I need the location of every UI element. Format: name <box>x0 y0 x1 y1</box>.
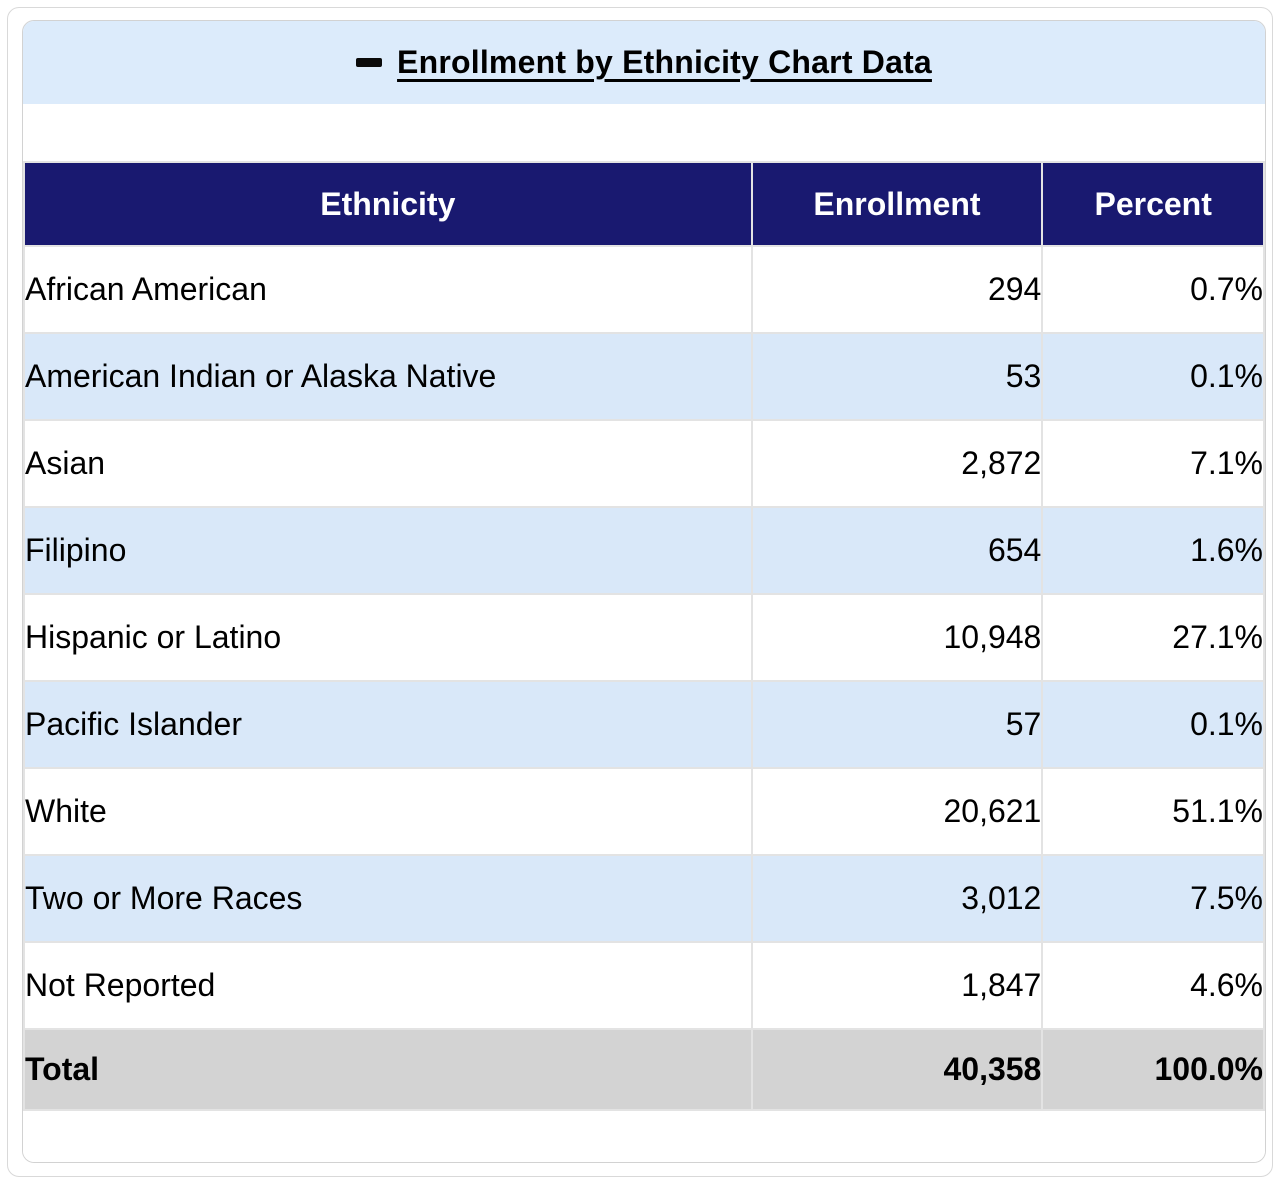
table-row-white: White 20,621 51.1% <box>25 769 1263 854</box>
enrollment-ethnicity-panel: Enrollment by Ethnicity Chart Data Ethni… <box>22 20 1266 1163</box>
table-total-row: Total 40,358 100.0% <box>25 1030 1263 1109</box>
column-header-enrollment: Enrollment <box>752 163 1042 245</box>
ethnicity-cell: American Indian or Alaska Native <box>25 334 751 419</box>
ethnicity-cell: African American <box>25 247 751 332</box>
enrollment-cell: 1,847 <box>752 943 1042 1028</box>
table-row-pacific-islander: Pacific Islander 57 0.1% <box>25 682 1263 767</box>
section-title: Enrollment by Ethnicity Chart Data <box>397 44 932 80</box>
ethnicity-cell: White <box>25 769 751 854</box>
column-header-ethnicity: Ethnicity <box>25 163 751 245</box>
percent-cell: 27.1% <box>1043 595 1263 680</box>
section-header-band: Enrollment by Ethnicity Chart Data <box>23 21 1265 104</box>
enrollment-cell: 2,872 <box>752 421 1042 506</box>
header-spacer <box>23 104 1265 161</box>
total-percent-cell: 100.0% <box>1043 1030 1263 1109</box>
enrollment-cell: 654 <box>752 508 1042 593</box>
collapse-section-link[interactable]: Enrollment by Ethnicity Chart Data <box>356 44 932 81</box>
percent-cell: 7.5% <box>1043 856 1263 941</box>
enrollment-cell: 53 <box>752 334 1042 419</box>
enrollment-cell: 294 <box>752 247 1042 332</box>
enrollment-cell: 10,948 <box>752 595 1042 680</box>
percent-cell: 7.1% <box>1043 421 1263 506</box>
table-row-asian: Asian 2,872 7.1% <box>25 421 1263 506</box>
table-row-two-or-more-races: Two or More Races 3,012 7.5% <box>25 856 1263 941</box>
ethnicity-cell: Two or More Races <box>25 856 751 941</box>
enrollment-cell: 20,621 <box>752 769 1042 854</box>
enrollment-cell: 3,012 <box>752 856 1042 941</box>
panel-footer <box>23 1111 1265 1162</box>
total-enrollment-cell: 40,358 <box>752 1030 1042 1109</box>
ethnicity-cell: Not Reported <box>25 943 751 1028</box>
percent-cell: 0.1% <box>1043 334 1263 419</box>
table-row-filipino: Filipino 654 1.6% <box>25 508 1263 593</box>
percent-cell: 1.6% <box>1043 508 1263 593</box>
percent-cell: 0.7% <box>1043 247 1263 332</box>
table-row-not-reported: Not Reported 1,847 4.6% <box>25 943 1263 1028</box>
total-label-cell: Total <box>25 1030 751 1109</box>
percent-cell: 4.6% <box>1043 943 1263 1028</box>
table-header-row: Ethnicity Enrollment Percent <box>25 163 1263 245</box>
column-header-percent: Percent <box>1043 163 1263 245</box>
ethnicity-cell: Pacific Islander <box>25 682 751 767</box>
table-row-african-american: African American 294 0.7% <box>25 247 1263 332</box>
ethnicity-cell: Hispanic or Latino <box>25 595 751 680</box>
collapse-minus-icon[interactable] <box>356 58 383 67</box>
enrollment-by-ethnicity-table: Ethnicity Enrollment Percent African Ame… <box>23 161 1265 1111</box>
percent-cell: 0.1% <box>1043 682 1263 767</box>
table-row-hispanic-latino: Hispanic or Latino 10,948 27.1% <box>25 595 1263 680</box>
ethnicity-cell: Filipino <box>25 508 751 593</box>
percent-cell: 51.1% <box>1043 769 1263 854</box>
enrollment-cell: 57 <box>752 682 1042 767</box>
ethnicity-cell: Asian <box>25 421 751 506</box>
table-row-american-indian: American Indian or Alaska Native 53 0.1% <box>25 334 1263 419</box>
